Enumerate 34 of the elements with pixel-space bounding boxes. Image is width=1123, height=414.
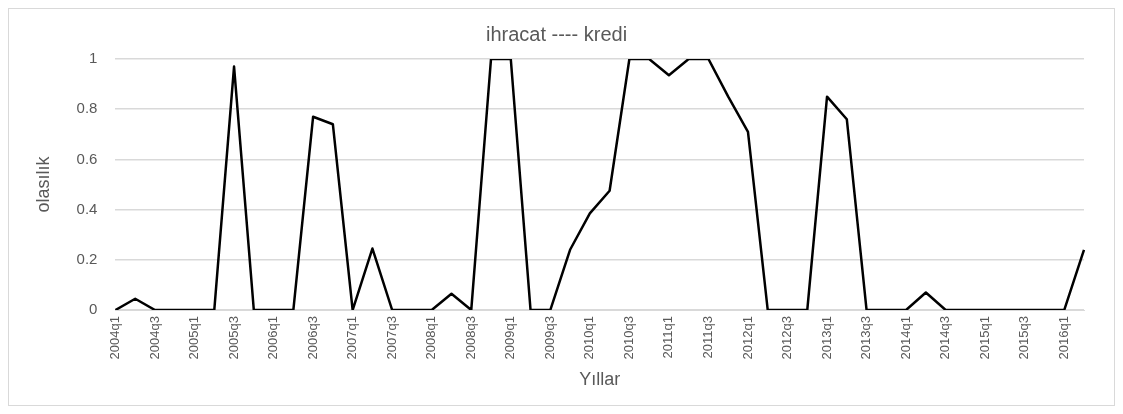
y-axis-title: olasılık <box>32 155 53 213</box>
x-tick-label: 2004q1 <box>107 316 123 360</box>
x-tick-label: 2015q3 <box>1016 316 1032 360</box>
x-tick-label: 2008q1 <box>423 316 439 360</box>
x-tick-label: 2006q1 <box>265 316 281 360</box>
x-tick-label: 2006q3 <box>304 316 320 360</box>
x-tick-label: 2013q1 <box>818 316 834 360</box>
x-tick-label: 2007q3 <box>383 316 399 360</box>
x-tick-label: 2014q3 <box>937 316 953 360</box>
x-tick-label: 2010q3 <box>620 316 636 360</box>
x-tick-label: 2009q1 <box>502 316 518 360</box>
x-tick-label: 2012q3 <box>779 316 795 360</box>
y-tick-label: 0.4 <box>76 199 98 217</box>
y-tick-label: 0.6 <box>76 149 98 167</box>
x-axis-title: Yıllar <box>579 369 621 390</box>
chart-title: ihracat ---- kredi <box>485 22 628 45</box>
y-tick-label: 1 <box>89 49 98 67</box>
x-tick-label: 2007q1 <box>344 316 360 360</box>
x-tick-label: 2011q1 <box>660 316 676 359</box>
x-tick-label: 2012q1 <box>739 316 755 360</box>
x-tick-label: 2009q3 <box>541 316 557 360</box>
x-tick-label: 2011q3 <box>700 316 716 359</box>
x-tick-label: 2005q1 <box>186 316 202 360</box>
x-tick-label: 2016q1 <box>1055 316 1071 360</box>
x-tick-label: 2013q3 <box>858 316 874 360</box>
x-tick-label: 2014q1 <box>897 316 913 360</box>
x-tick-label: 2005q3 <box>225 316 241 360</box>
y-tick-label: 0.8 <box>76 99 98 117</box>
y-tick-label: 0 <box>89 300 98 318</box>
y-tick-label: 0.2 <box>76 249 98 267</box>
x-tick-label: 2008q3 <box>462 316 478 360</box>
x-tick-label: 2015q1 <box>976 316 992 360</box>
x-tick-label: 2010q1 <box>581 316 597 360</box>
x-tick-label: 2004q3 <box>146 316 162 360</box>
